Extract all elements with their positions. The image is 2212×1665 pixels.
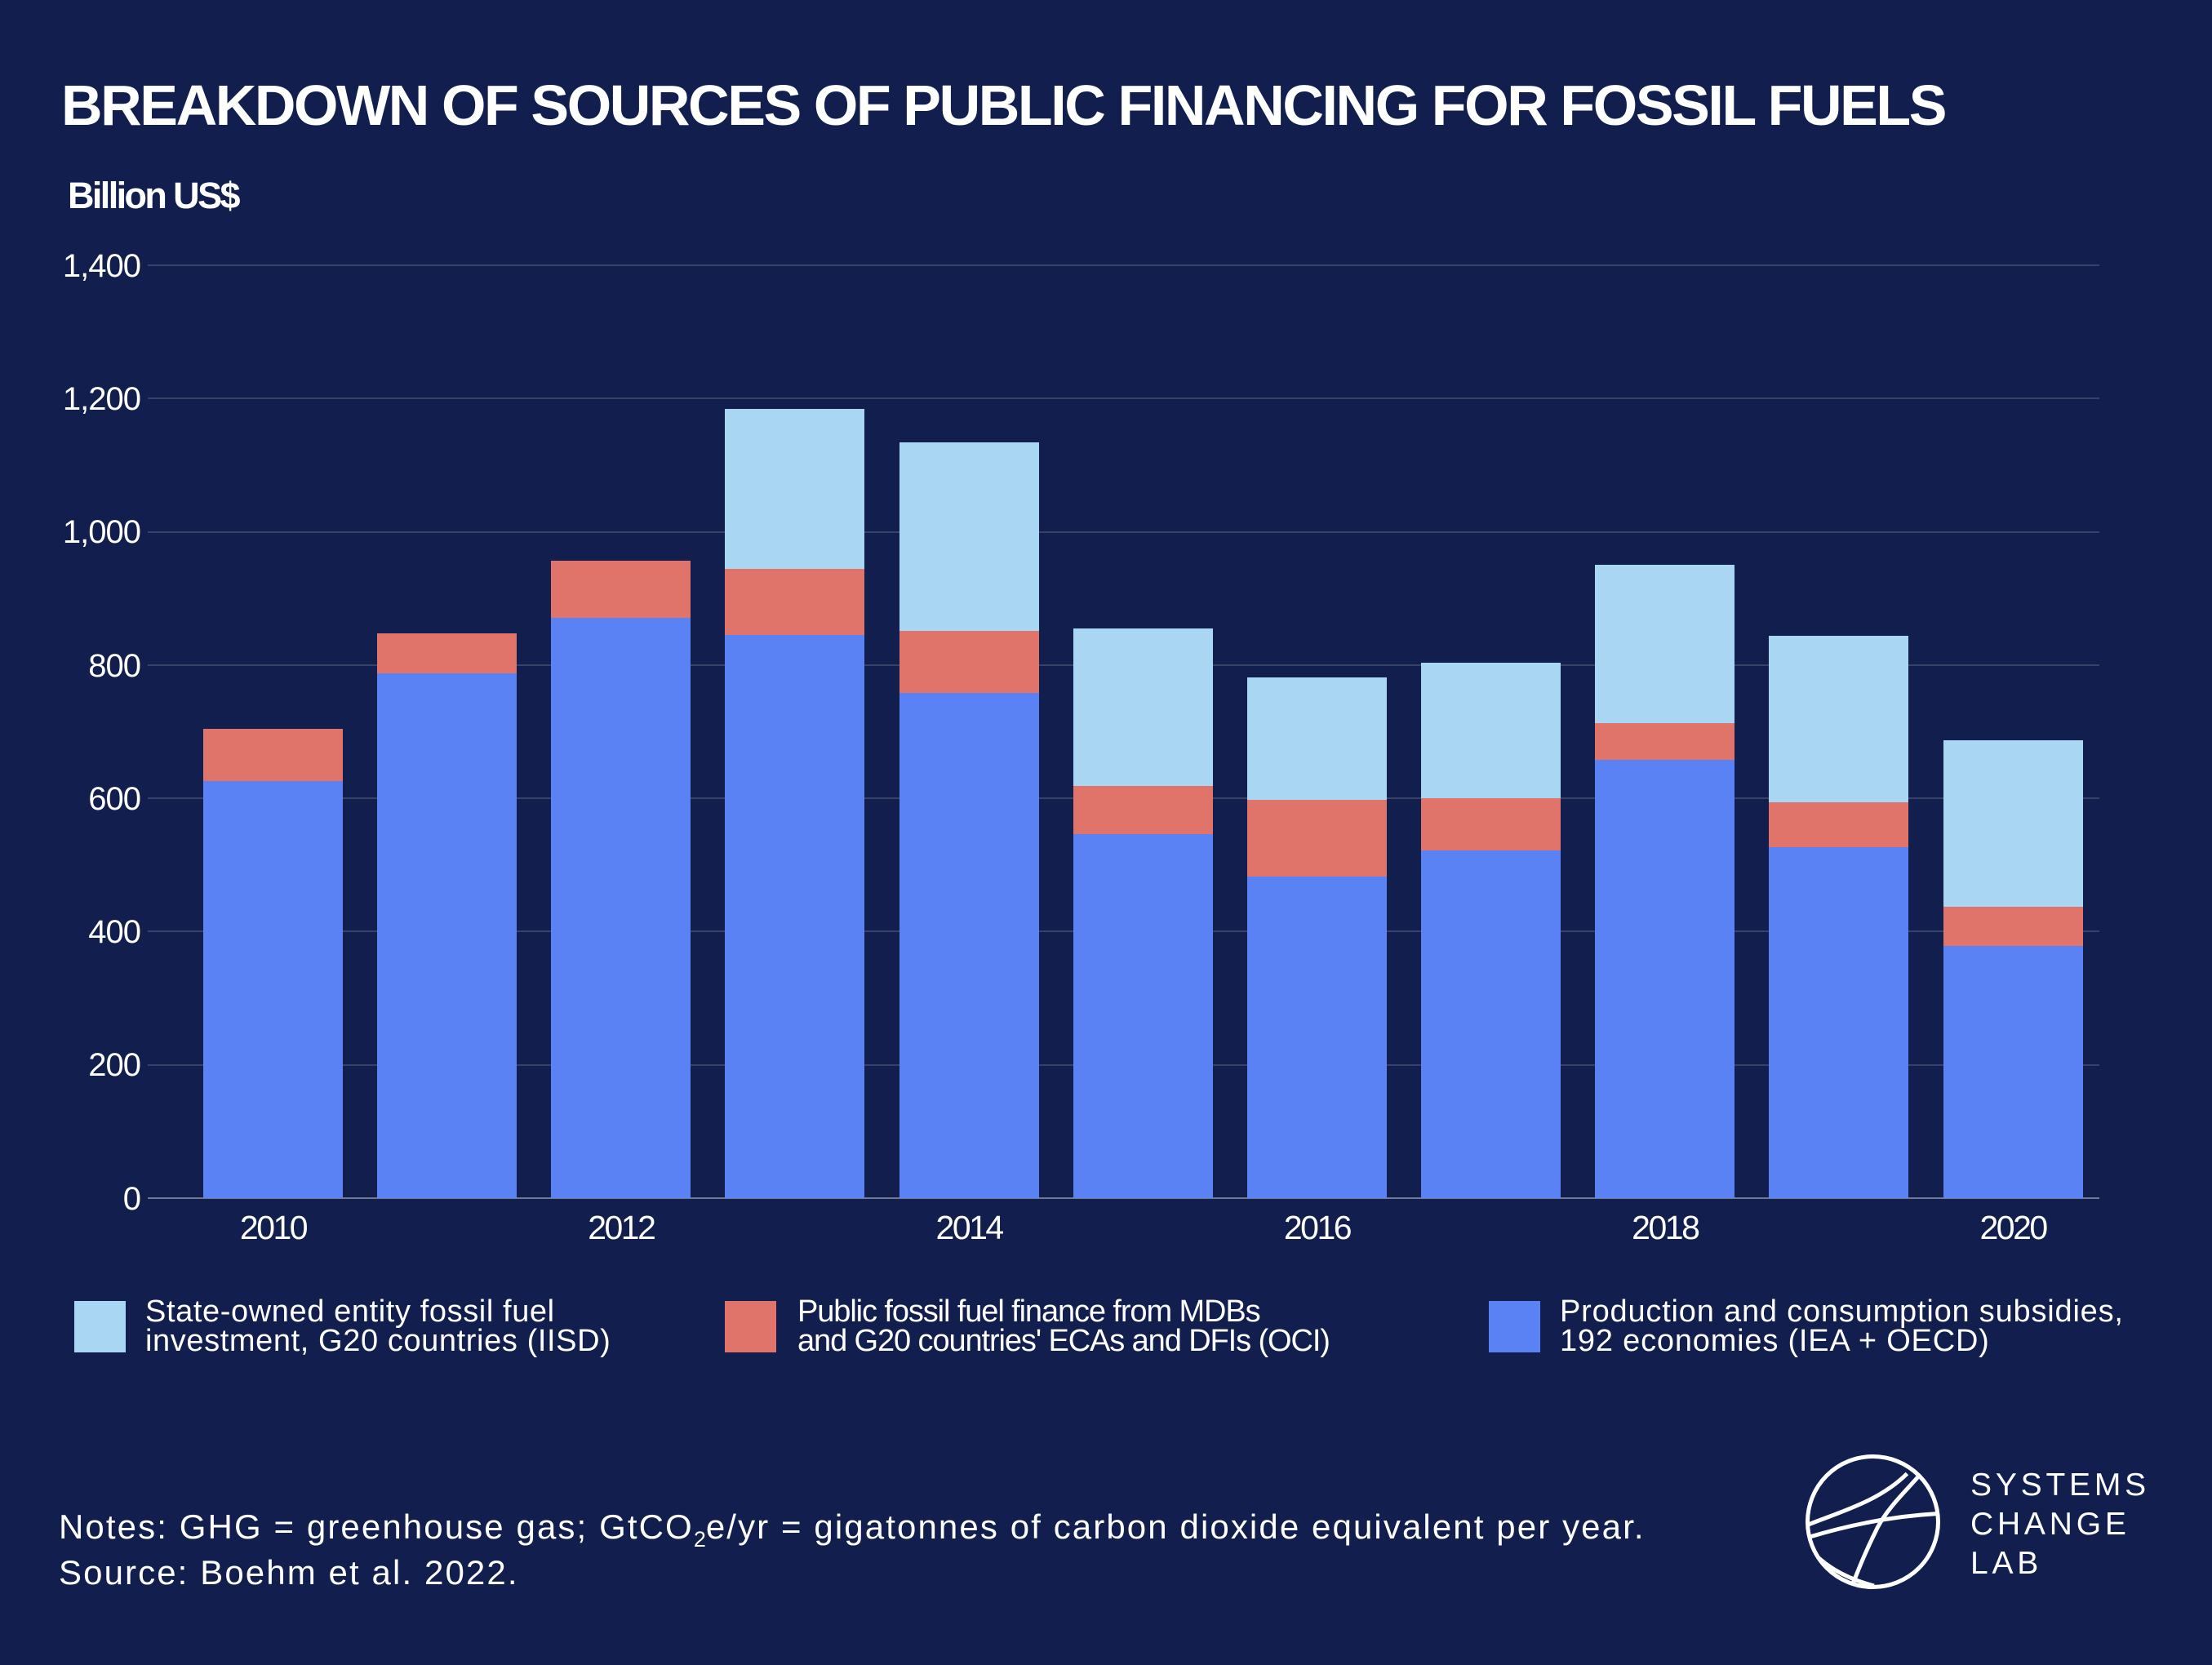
y-tick-label-0: 0 bbox=[122, 1180, 141, 1217]
bar-2016-series-0 bbox=[1246, 877, 1387, 1198]
bar-2019-series-2 bbox=[1769, 635, 1909, 803]
footnote-notes-line: Notes: GHG = greenhouse gas; GtCO2e/yr =… bbox=[59, 1507, 1646, 1552]
bar-2019-series-0 bbox=[1769, 846, 1909, 1198]
bar-2016-series-1 bbox=[1246, 799, 1387, 877]
x-tick-label-2016: 2016 bbox=[1283, 1209, 1353, 1246]
gridline-1400 bbox=[148, 264, 2099, 266]
bar-2020-series-0 bbox=[1943, 946, 2083, 1198]
legend-swatch-2 bbox=[1489, 1301, 1540, 1352]
bar-2013-series-1 bbox=[725, 569, 865, 636]
x-tick-label-2020: 2020 bbox=[1979, 1209, 2048, 1246]
y-axis-title: Billion US$ bbox=[68, 175, 241, 216]
bar-2012-series-1 bbox=[551, 560, 691, 618]
bar-2016-series-2 bbox=[1246, 677, 1387, 800]
bar-2010-series-1 bbox=[203, 729, 343, 781]
bar-2012-series-0 bbox=[551, 617, 691, 1198]
bar-2010-series-0 bbox=[203, 780, 343, 1198]
y-tick-label-1,400: 1,400 bbox=[62, 247, 141, 284]
logo-circle-icon bbox=[1806, 1454, 1940, 1589]
legend-label-2: Production and consumption subsidies, 192… bbox=[1560, 1294, 2124, 1358]
legend-swatch-1 bbox=[725, 1301, 776, 1352]
x-tick-label-2018: 2018 bbox=[1632, 1209, 1700, 1246]
bar-2013-series-2 bbox=[725, 409, 865, 570]
bar-2017-series-2 bbox=[1421, 662, 1561, 799]
chart-title: BREAKDOWN OF SOURCES OF PUBLIC FINANCING… bbox=[61, 73, 1947, 137]
gridline-1000 bbox=[148, 531, 2099, 533]
x-tick-label-2012: 2012 bbox=[588, 1209, 656, 1246]
logo-wordmark: SYSTEMS CHANGE LAB bbox=[1970, 1467, 2150, 1581]
bar-2018-series-1 bbox=[1595, 722, 1735, 760]
bar-2014-series-2 bbox=[899, 442, 1039, 632]
bar-2013-series-0 bbox=[725, 635, 865, 1198]
bar-2011-series-0 bbox=[377, 673, 517, 1198]
x-tick-label-2014: 2014 bbox=[935, 1209, 1005, 1246]
legend-label-0: State-owned entity fossil fuel investment… bbox=[145, 1294, 611, 1358]
x-tick-label-2010: 2010 bbox=[239, 1209, 309, 1246]
footnote-source-line: Source: Boehm et al. 2022. bbox=[59, 1552, 519, 1592]
legend-label-1: Public fossil fuel finance from MDBs and … bbox=[797, 1294, 1330, 1358]
gridline-1200 bbox=[148, 397, 2099, 400]
footnotes: Notes: GHG = greenhouse gas; GtCO2e/yr =… bbox=[59, 1507, 1646, 1594]
bar-2020-series-2 bbox=[1943, 740, 2083, 908]
legend-swatch-0 bbox=[74, 1301, 126, 1352]
bar-2017-series-0 bbox=[1421, 850, 1561, 1198]
bar-2014-series-0 bbox=[899, 693, 1039, 1198]
bar-2018-series-0 bbox=[1595, 759, 1735, 1198]
bar-2011-series-1 bbox=[377, 633, 517, 674]
bar-2017-series-1 bbox=[1421, 798, 1561, 850]
bar-2019-series-1 bbox=[1769, 802, 1909, 847]
bar-2015-series-1 bbox=[1073, 786, 1213, 835]
y-tick-label-1,000: 1,000 bbox=[62, 514, 141, 551]
bar-2015-series-0 bbox=[1073, 834, 1213, 1198]
y-tick-label-800: 800 bbox=[88, 647, 141, 684]
y-tick-label-600: 600 bbox=[88, 780, 141, 817]
y-tick-label-200: 200 bbox=[88, 1047, 141, 1084]
y-tick-label-400: 400 bbox=[88, 914, 141, 951]
bar-2018-series-2 bbox=[1595, 564, 1735, 723]
bar-2014-series-1 bbox=[899, 631, 1039, 694]
x-axis-line bbox=[148, 1197, 2099, 1199]
y-tick-label-1,200: 1,200 bbox=[62, 380, 141, 417]
bar-2020-series-1 bbox=[1943, 907, 2083, 947]
bar-2015-series-2 bbox=[1073, 628, 1213, 787]
